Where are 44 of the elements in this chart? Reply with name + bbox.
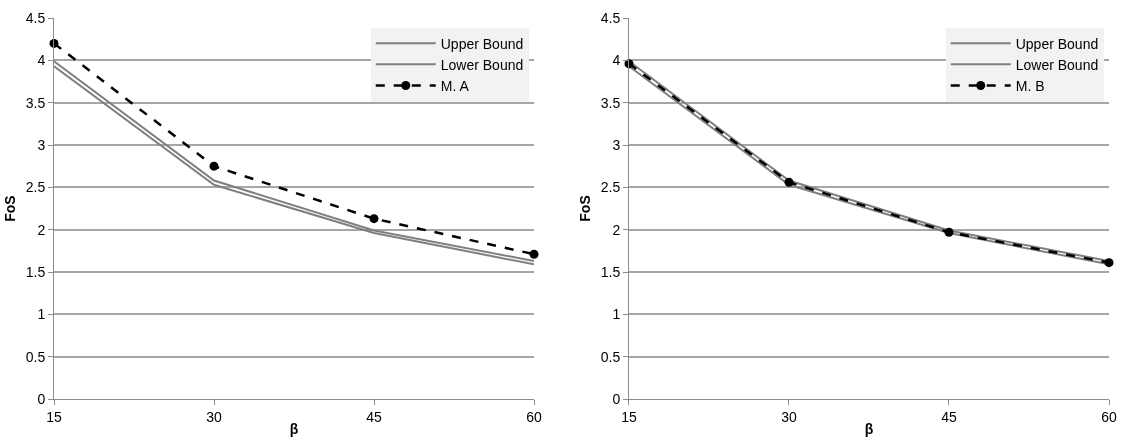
y-tick-label: 4.5: [600, 9, 621, 26]
y-tick-label: 1: [37, 306, 46, 323]
y-tick-label: 0: [37, 390, 46, 407]
y-tick-label: 3.5: [600, 94, 621, 111]
y-tick-label: 2.5: [600, 179, 621, 196]
legend-label: M. B: [1015, 77, 1045, 94]
x-tick-label: 60: [526, 408, 543, 425]
y-tick-label: 2: [37, 221, 46, 238]
point: [1104, 258, 1114, 268]
legend-label: M. A: [440, 77, 470, 94]
x-tick-label: 45: [941, 408, 957, 425]
y-tick-label: 1.5: [600, 263, 621, 280]
y-tick-label: 2: [612, 221, 621, 238]
x-tick-label: 30: [781, 408, 797, 425]
legend-label: Upper Bound: [1015, 35, 1099, 52]
legend-label: Upper Bound: [440, 35, 524, 52]
point: [369, 214, 379, 224]
point: [784, 177, 794, 187]
x-axis-title: β: [289, 421, 299, 438]
x-tick-label: 30: [206, 408, 223, 425]
point: [944, 227, 954, 237]
y-tick-label: 2.5: [25, 179, 46, 196]
legend-label: Lower Bound: [440, 56, 524, 73]
y-tick-label: 4: [612, 52, 621, 69]
y-tick-label: 3.5: [25, 94, 46, 111]
x-tick-label: 60: [1101, 408, 1117, 425]
x-axis-title: β: [864, 421, 874, 438]
y-tick-label: 3: [37, 136, 46, 153]
point: [529, 249, 539, 259]
x-tick-label: 15: [621, 408, 637, 425]
x-tick-label: 15: [46, 408, 62, 425]
legend-label: Lower Bound: [1015, 56, 1099, 73]
y-tick-label: 0.5: [600, 348, 621, 365]
y-tick-label: 4: [37, 52, 46, 69]
y-tick-label: 3: [612, 136, 621, 153]
y-tick-label: 1: [612, 306, 621, 323]
y-tick-label: 0.5: [25, 348, 46, 365]
x-tick-label: 45: [366, 408, 383, 425]
y-axis-title: FoS: [577, 195, 594, 222]
y-axis-title: FoS: [2, 195, 19, 222]
point: [209, 161, 219, 171]
y-tick-label: 0: [612, 390, 621, 407]
y-tick-label: 4.5: [25, 9, 46, 26]
y-tick-label: 1.5: [25, 263, 46, 280]
